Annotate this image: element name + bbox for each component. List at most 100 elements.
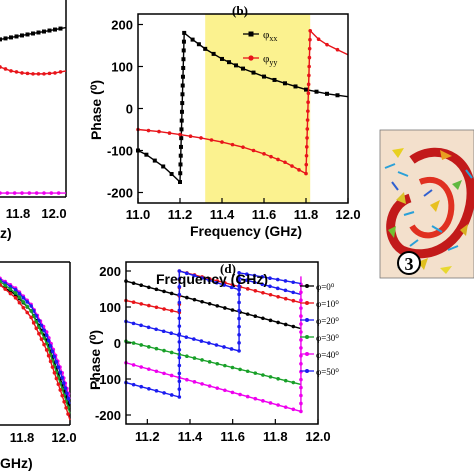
panel-d-series-4-marker	[139, 365, 144, 369]
panel-d-series-4-marker	[185, 377, 189, 382]
panel-d-series-4-marker	[245, 394, 250, 399]
panel-d-series-3-line	[125, 340, 302, 386]
panel-d-series-4-marker	[261, 399, 265, 403]
panel-e-series-4-marker	[37, 331, 41, 336]
arrow-icon	[447, 245, 459, 251]
panel-e-series-4-marker	[8, 291, 13, 296]
panel-d-series-4-marker	[268, 401, 273, 405]
panel-e-series-2-marker	[46, 338, 51, 343]
panel-d-series-4-marker	[299, 330, 303, 334]
panel-d-series-0-marker	[139, 283, 144, 288]
panel-d-legend-marker	[305, 352, 309, 356]
panel-d-series-4-marker	[238, 392, 242, 397]
panel-d-series-5-marker	[177, 355, 182, 360]
panel-d-series-5-marker	[283, 279, 288, 283]
panel-d-series-0-marker	[276, 320, 280, 325]
panel-b-highlight-band	[205, 14, 311, 203]
panel-b-x-tick-label: 11.6	[252, 207, 277, 222]
panel-d-legend-label: φ=40⁰	[316, 350, 339, 360]
panel-e-series-2-marker	[42, 328, 46, 333]
panel-a-series-0-marker	[58, 26, 63, 31]
panel-d-legend: φ=0⁰ φ=10⁰ φ=20⁰ φ=30⁰ φ=40⁰ φ=50⁰	[300, 282, 339, 377]
panel-d-series-5-marker	[177, 379, 182, 384]
panel-b-title: (b)	[232, 3, 248, 18]
panel-d-series-5-marker	[139, 384, 144, 389]
panel-d-series-1-marker	[147, 303, 151, 308]
panel-d-y-tick-label: 100	[99, 300, 121, 315]
panel-d-series-3-marker	[238, 367, 242, 372]
panel-d-series-3-marker	[162, 348, 166, 353]
panel-d-series-4-marker	[299, 346, 303, 350]
panel-d-series-1-marker	[139, 302, 144, 306]
panel-a-series-0-marker	[53, 27, 57, 32]
panel-d-series-5-marker	[229, 285, 234, 290]
panel-d-series-4-marker	[299, 298, 303, 303]
panel-b-x-tick-label: 12.0	[335, 207, 360, 222]
panel-b-series-0-marker	[262, 74, 266, 79]
panel-d-series-4-marker	[169, 373, 174, 378]
panel-b-series-1-marker	[307, 64, 311, 69]
panel-d-series-4-marker	[147, 367, 151, 371]
panel-d-series-5-marker	[192, 273, 197, 278]
panel-d-legend-label: φ=20⁰	[316, 316, 339, 326]
panel-b-series-1-marker	[304, 153, 309, 158]
panel-e-series-2-marker	[58, 370, 63, 375]
panel-e-series-3-marker	[17, 295, 22, 300]
panel-b-series-1-marker	[308, 29, 313, 33]
panel-b-series-0-marker	[178, 162, 183, 167]
panel-a-series-1-marker	[42, 72, 46, 76]
panel-d-series-5-marker	[177, 284, 182, 289]
panel-d-series-5-marker	[177, 332, 182, 336]
panel-d-series-0-marker	[207, 302, 212, 306]
panel-d-series-5-marker	[131, 382, 136, 387]
panel-d-series-3-marker	[291, 380, 296, 385]
panel-b-series-0-marker	[272, 77, 277, 82]
panel-d-series-4-marker	[253, 396, 258, 401]
panel-d-series-4-marker	[299, 306, 303, 310]
panel-d-series-0-marker	[223, 306, 227, 310]
panel-d-series-1-marker	[268, 292, 273, 297]
panel-b-series-1-marker	[304, 171, 308, 176]
panel-d-series-0-marker	[283, 322, 288, 327]
panel-b-series-0-marker	[180, 74, 185, 79]
panel-e-series-2-marker	[66, 396, 71, 401]
panel-b-series-0-marker	[196, 42, 201, 47]
panel-d-series-2-marker	[237, 300, 241, 305]
panel-e-series-4-marker	[3, 287, 7, 291]
panel-e-series-4-marker	[42, 342, 46, 347]
panel-b-series-0-marker	[227, 60, 231, 65]
panel-e-series-4-marker	[56, 382, 61, 387]
panel-b-x-tick-label: 11.2	[168, 207, 193, 222]
panel-e-series-4-marker	[25, 310, 30, 315]
panel-b-series-0-marker	[179, 109, 184, 114]
panel-d-series-5-marker	[177, 316, 182, 321]
panel-b-series-1-marker	[305, 136, 309, 140]
panel-a-series-2-marker	[49, 191, 54, 195]
panel-d-series-4-marker	[207, 384, 212, 388]
panel-d-series-3-marker	[283, 378, 288, 383]
panel-a-series-2-marker	[20, 191, 24, 195]
panel-d-series-2-marker	[169, 331, 174, 336]
panel-b-series-1-marker	[307, 55, 312, 60]
panel-b-series-1-marker	[269, 154, 273, 159]
panel-a-series-2-marker	[27, 191, 32, 195]
panel-d-series-5-marker	[252, 273, 257, 278]
panel-d-series-3-marker	[139, 343, 144, 347]
panel-a-series-1-marker	[31, 72, 35, 76]
panel-e-series-4-marker	[66, 412, 70, 416]
panel-e-series-2-marker	[63, 386, 68, 390]
panel-e-series-4-marker	[29, 315, 33, 320]
panel-b-y-tick-label: -100	[107, 144, 133, 159]
panel-e-series-2-marker	[65, 391, 69, 396]
panel-d-series-2-marker	[237, 308, 241, 313]
panel-b-series-0-marker	[152, 158, 157, 163]
panel-e-series-4-marker	[31, 321, 36, 325]
panel-b-series-1-marker	[306, 109, 310, 113]
panel-b-series-0-marker	[178, 171, 183, 176]
panel-a-series-1-marker	[9, 69, 13, 73]
panel-d-series-3-marker	[261, 373, 265, 377]
panel-e-partial: 11.8 12.0 GHz)	[0, 261, 77, 471]
panel-b-series-0-marker	[178, 180, 182, 184]
arrow-icon	[423, 189, 433, 197]
panel-a-series-0-marker	[0, 37, 2, 42]
